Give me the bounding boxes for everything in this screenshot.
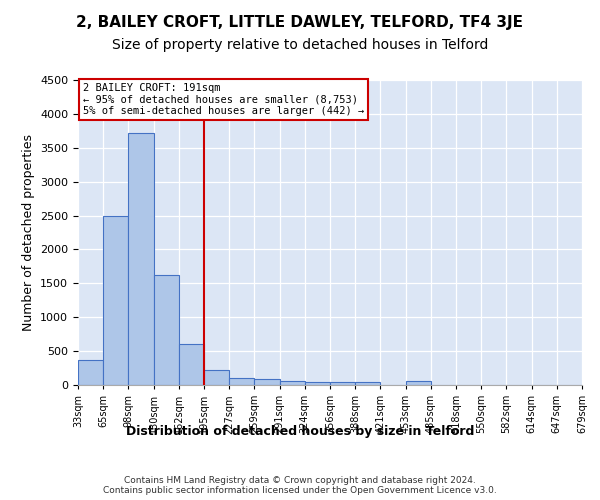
Bar [280, 381, 305, 385]
Bar [179, 344, 204, 385]
Bar [204, 370, 229, 385]
Text: Distribution of detached houses by size in Telford: Distribution of detached houses by size … [126, 425, 474, 438]
Bar [78, 360, 103, 385]
Bar [103, 216, 128, 385]
Bar [254, 379, 280, 385]
Bar [154, 274, 179, 385]
Bar [128, 133, 154, 385]
Text: Contains HM Land Registry data © Crown copyright and database right 2024.
Contai: Contains HM Land Registry data © Crown c… [103, 476, 497, 495]
Text: 2, BAILEY CROFT, LITTLE DAWLEY, TELFORD, TF4 3JE: 2, BAILEY CROFT, LITTLE DAWLEY, TELFORD,… [77, 15, 523, 30]
Bar [355, 382, 380, 385]
Bar [305, 382, 330, 385]
Text: Size of property relative to detached houses in Telford: Size of property relative to detached ho… [112, 38, 488, 52]
Bar [406, 382, 431, 385]
Bar [229, 378, 254, 385]
Y-axis label: Number of detached properties: Number of detached properties [22, 134, 35, 331]
Bar [330, 382, 355, 385]
Text: 2 BAILEY CROFT: 191sqm
← 95% of detached houses are smaller (8,753)
5% of semi-d: 2 BAILEY CROFT: 191sqm ← 95% of detached… [83, 83, 364, 116]
